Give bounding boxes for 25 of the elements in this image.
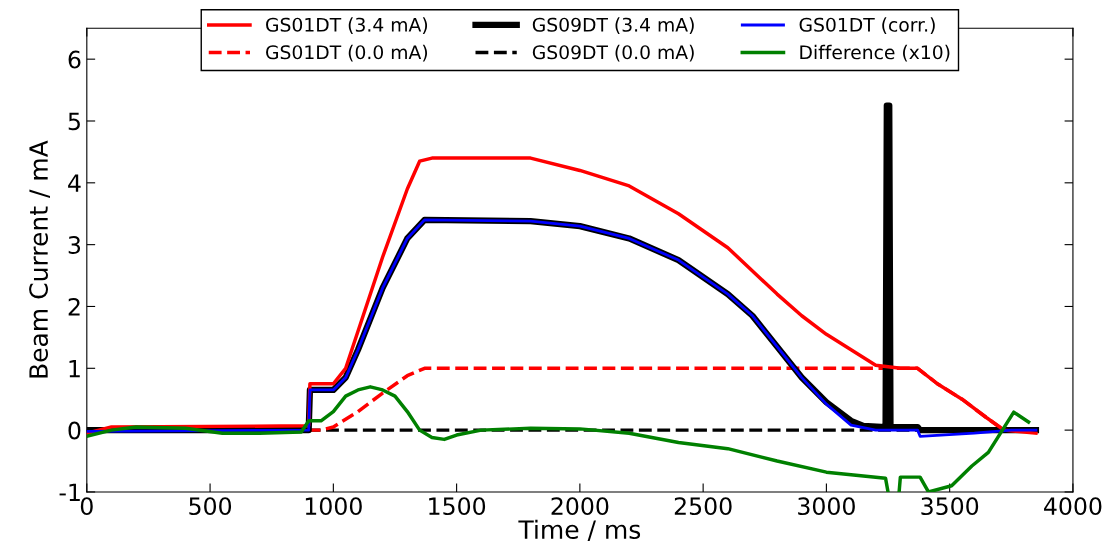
- legend-label: GS01DT (corr.): [799, 17, 935, 35]
- x-tick-label: 1000: [305, 497, 362, 516]
- y-tick-label: 1: [69, 360, 80, 378]
- y-axis-title: Beam Current / mA: [29, 140, 50, 378]
- legend-label: GS01DT (3.4 mA): [266, 17, 428, 35]
- y-tick-label: 5: [68, 112, 80, 131]
- legend-label: GS09DT (0.0 mA): [532, 44, 694, 62]
- x-tick-label: 2000: [551, 497, 609, 516]
- y-tick-label: 3: [68, 236, 81, 254]
- x-tick-label: 1500: [429, 497, 486, 516]
- x-tick-label: 0: [80, 497, 93, 516]
- y-tick-label: -1: [59, 483, 80, 501]
- x-tick-label: 500: [189, 497, 232, 516]
- x-axis-title: Time / ms: [518, 519, 641, 541]
- y-tick-label: 6: [68, 50, 81, 69]
- legend-label: GS09DT (3.4 mA): [532, 17, 694, 35]
- x-tick-label: 2500: [674, 497, 732, 516]
- legend-label: GS01DT (0.0 mA): [266, 44, 428, 62]
- x-tick-label: 4000: [1044, 497, 1102, 516]
- y-tick-label: 4: [68, 174, 81, 192]
- legend-label: Difference (x10): [800, 44, 950, 62]
- y-tick-label: 2: [68, 297, 80, 316]
- y-tick-label: 0: [68, 421, 81, 440]
- x-tick-label: 3500: [921, 497, 979, 516]
- x-tick-label: 3000: [798, 497, 855, 516]
